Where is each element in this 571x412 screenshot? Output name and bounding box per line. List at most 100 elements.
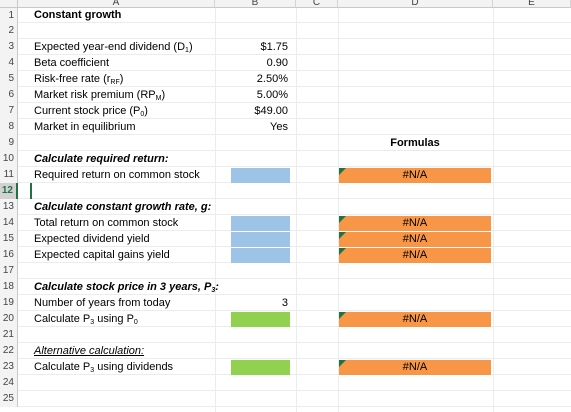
row-header-19[interactable]: 19	[0, 295, 18, 311]
grid-row-line	[18, 358, 571, 359]
column-header-c[interactable]: C	[296, 0, 338, 8]
formula-result-cell-d23[interactable]: #N/A	[339, 360, 491, 375]
row-header-4[interactable]: 4	[0, 55, 18, 71]
label-cell-a8[interactable]: Market in equilibrium	[32, 119, 137, 135]
row-number: 22	[2, 345, 14, 356]
label-text: Alternative calculation:	[34, 345, 145, 357]
row-header-25[interactable]: 25	[0, 391, 18, 407]
label-text: Market risk premium (RP	[34, 89, 156, 101]
label-suffix: )	[144, 105, 148, 117]
label-cell-a10[interactable]: Calculate required return:	[32, 151, 170, 167]
label-suffix: using dividends	[94, 361, 174, 373]
row-header-8[interactable]: 8	[0, 119, 18, 135]
row-number: 13	[2, 201, 14, 212]
column-header-b[interactable]: B	[215, 0, 296, 8]
row-header-12[interactable]: 12	[0, 183, 18, 199]
active-cell-cursor[interactable]	[30, 183, 32, 199]
label-cell-a14[interactable]: Total return on common stock	[32, 215, 180, 231]
column-header-e[interactable]: E	[493, 0, 571, 8]
row-header-9[interactable]: 9	[0, 135, 18, 151]
label-cell-a22[interactable]: Alternative calculation:	[32, 343, 146, 359]
label-cell-a6[interactable]: Market risk premium (RPM)	[32, 87, 167, 107]
row-header-24[interactable]: 24	[0, 375, 18, 391]
blue-answer-cell-b14[interactable]	[231, 216, 290, 231]
error-indicator-icon	[339, 248, 346, 255]
blue-answer-cell-b16[interactable]	[231, 248, 290, 263]
row-number: 9	[8, 137, 14, 148]
row-number: 10	[2, 153, 14, 164]
row-header-16[interactable]: 16	[0, 247, 18, 263]
formula-result-cell-d11[interactable]: #N/A	[339, 168, 491, 183]
formula-result-cell-d20[interactable]: #N/A	[339, 312, 491, 327]
row-header-21[interactable]: 21	[0, 327, 18, 343]
label-cell-a16[interactable]: Expected capital gains yield	[32, 247, 172, 263]
grid-row-line	[18, 38, 571, 39]
row-header-14[interactable]: 14	[0, 215, 18, 231]
row-header-22[interactable]: 22	[0, 343, 18, 359]
row-header-13[interactable]: 13	[0, 199, 18, 215]
row-header-5[interactable]: 5	[0, 71, 18, 87]
row-number: 2	[8, 25, 14, 36]
input-cell-b4[interactable]: 0.90	[266, 57, 288, 69]
label-cell-a15[interactable]: Expected dividend yield	[32, 231, 152, 247]
input-cell-b8[interactable]: Yes	[270, 121, 288, 133]
formula-result-cell-d16[interactable]: #N/A	[339, 248, 491, 263]
label-text: Expected dividend yield	[34, 233, 150, 245]
label-suffix: :	[215, 281, 219, 293]
row-header-10[interactable]: 10	[0, 151, 18, 167]
input-cell-b6[interactable]: 5.00%	[256, 89, 288, 101]
blue-answer-cell-b11[interactable]	[231, 168, 290, 183]
input-cell-b7[interactable]: $49.00	[254, 105, 288, 117]
label-cell-a7[interactable]: Current stock price (P0)	[32, 103, 150, 123]
row-header-15[interactable]: 15	[0, 231, 18, 247]
row-header-1[interactable]: 1	[0, 8, 18, 23]
row-number: 23	[2, 361, 14, 372]
input-cell-b5[interactable]: 2.50%	[256, 73, 288, 85]
row-header-3[interactable]: 3	[0, 39, 18, 55]
label-cell-a11[interactable]: Required return on common stock	[32, 167, 202, 183]
label-cell-a13[interactable]: Calculate constant growth rate, g:	[32, 199, 213, 215]
error-indicator-icon	[339, 216, 346, 223]
label-cell-a5[interactable]: Risk-free rate (rRF)	[32, 71, 125, 91]
formula-result-cell-d14[interactable]: #N/A	[339, 216, 491, 231]
green-answer-cell-b23[interactable]	[231, 360, 290, 375]
row-number: 18	[2, 281, 14, 292]
row-number: 5	[8, 73, 14, 84]
row-header-11[interactable]: 11	[0, 167, 18, 183]
label-text: Calculate required return:	[34, 153, 169, 165]
label-cell-a3[interactable]: Expected year-end dividend (D1)	[32, 39, 195, 59]
input-cell-b19[interactable]: 3	[281, 297, 288, 309]
row-header-20[interactable]: 20	[0, 311, 18, 327]
grid-row-line	[18, 294, 571, 295]
label-cell-a20[interactable]: Calculate P3 using P0	[32, 311, 140, 331]
row-header-18[interactable]: 18	[0, 279, 18, 295]
select-all-corner[interactable]	[0, 0, 18, 8]
grid-row-line	[18, 390, 571, 391]
label-text: Total return on common stock	[34, 217, 179, 229]
label-cell-a1[interactable]: Constant growth	[32, 8, 123, 23]
row-number: 17	[2, 265, 14, 276]
row-header-23[interactable]: 23	[0, 359, 18, 375]
row-header-7[interactable]: 7	[0, 103, 18, 119]
row-number: 15	[2, 233, 14, 244]
row-header-6[interactable]: 6	[0, 87, 18, 103]
label-text: Expected capital gains yield	[34, 249, 170, 261]
formula-result-cell-d15[interactable]: #N/A	[339, 232, 491, 247]
label-subscript: 3	[90, 367, 95, 374]
input-cell-b3[interactable]: $1.75	[260, 41, 288, 53]
label-cell-a19[interactable]: Number of years from today	[32, 295, 172, 311]
label-cell-a23[interactable]: Calculate P3 using dividends	[32, 359, 175, 379]
row-header-17[interactable]: 17	[0, 263, 18, 279]
label-cell-a18[interactable]: Calculate stock price in 3 years, P3:	[32, 279, 221, 299]
grid-row-line	[18, 214, 571, 215]
error-indicator-icon	[339, 312, 346, 319]
column-header-a[interactable]: A	[18, 0, 215, 8]
green-answer-cell-b20[interactable]	[231, 312, 290, 327]
label-text: Market in equilibrium	[34, 121, 136, 133]
label-cell-a4[interactable]: Beta coefficient	[32, 55, 111, 71]
label-text: Current stock price (P	[34, 105, 141, 117]
blue-answer-cell-b15[interactable]	[231, 232, 290, 247]
error-value: #N/A	[402, 249, 428, 261]
column-header-d[interactable]: D	[338, 0, 493, 8]
row-header-2[interactable]: 2	[0, 23, 18, 39]
